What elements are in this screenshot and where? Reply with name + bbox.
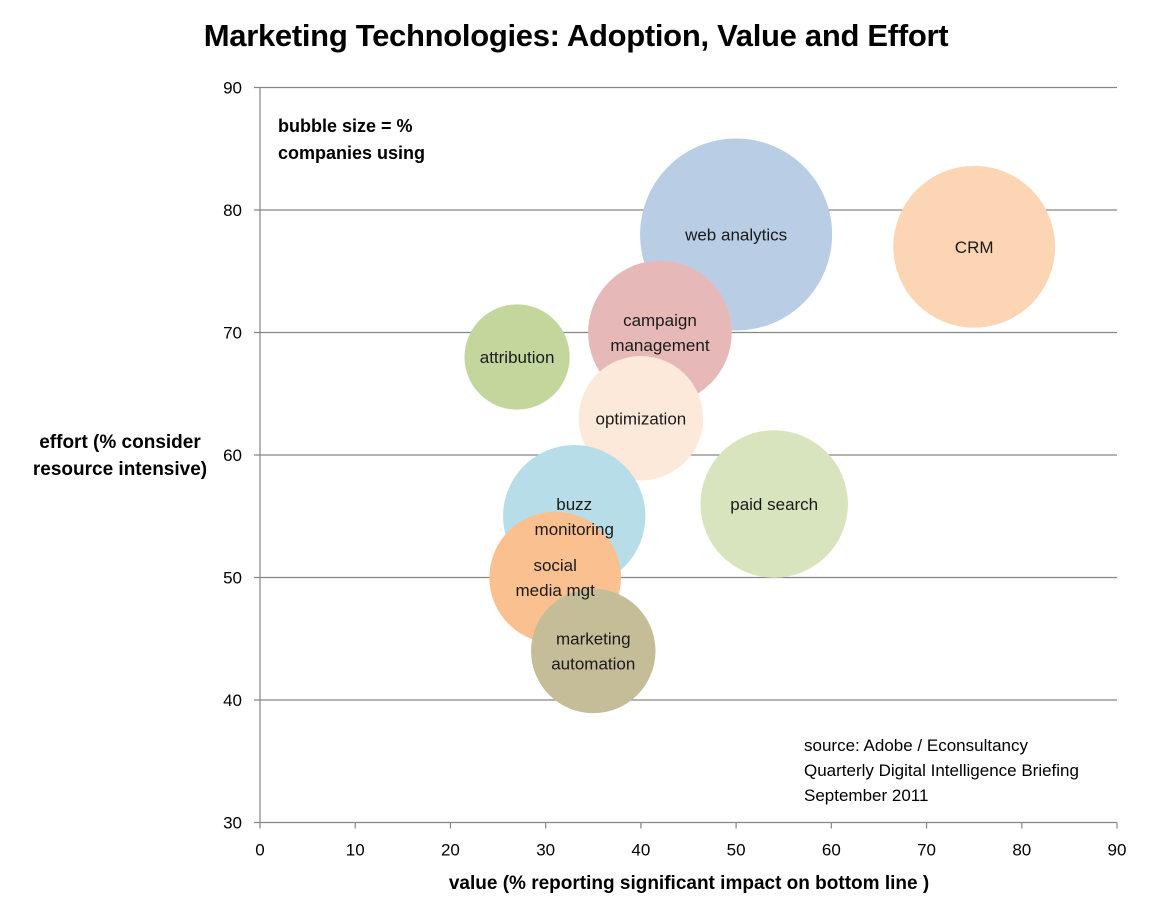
bubble-labels: web analytics CRM campaign management attrib… bbox=[480, 226, 994, 674]
y-tick-label: 90 bbox=[223, 79, 242, 98]
bubble-label: marketing bbox=[556, 630, 631, 649]
x-tick-label: 80 bbox=[1012, 841, 1031, 860]
bubble-crm bbox=[893, 165, 1056, 328]
source-line: Quarterly Digital Intelligence Briefing bbox=[804, 761, 1079, 780]
size-note-line: bubble size = % bbox=[278, 116, 413, 136]
y-axis-title: effort (% consider resource intensive) bbox=[33, 432, 207, 480]
x-tick-label: 60 bbox=[822, 841, 841, 860]
bubble-attribution bbox=[464, 304, 570, 410]
bubble-label: campaign bbox=[623, 311, 697, 330]
bubble-label: attribution bbox=[480, 348, 555, 367]
bubble-label: automation bbox=[551, 655, 635, 674]
x-tick-label: 40 bbox=[631, 841, 650, 860]
y-tick-label: 40 bbox=[223, 691, 242, 710]
axes bbox=[259, 87, 1118, 829]
y-title-line: effort (% consider bbox=[39, 432, 201, 453]
bubble-label: media mgt bbox=[516, 581, 596, 600]
source-line: September 2011 bbox=[804, 786, 928, 805]
bubble-paid-search bbox=[700, 430, 848, 578]
bubble-label: paid search bbox=[730, 495, 818, 514]
bubble-label: social bbox=[533, 556, 576, 575]
size-note-line: companies using bbox=[278, 143, 425, 163]
bubble-size-note: bubble size = % companies using bbox=[278, 116, 425, 163]
bubble-label: buzz bbox=[556, 495, 592, 514]
source-line: source: Adobe / Econsultancy bbox=[804, 736, 1028, 755]
x-tick-label: 0 bbox=[255, 841, 264, 860]
bubbles bbox=[464, 138, 1056, 714]
bubble-marketing-automation bbox=[531, 588, 656, 714]
y-tick-label: 80 bbox=[223, 201, 242, 220]
x-tick-label: 70 bbox=[917, 841, 936, 860]
bubble-label: web analytics bbox=[684, 226, 787, 245]
y-tick-label: 60 bbox=[223, 446, 242, 465]
bubble-label: monitoring bbox=[535, 520, 614, 539]
x-tick-label: 10 bbox=[346, 841, 365, 860]
source-note: source: Adobe / Econsultancy Quarterly Di… bbox=[804, 736, 1079, 805]
x-tick-label: 20 bbox=[441, 841, 460, 860]
bubble-label: management bbox=[610, 336, 710, 355]
bubble-label: optimization bbox=[596, 409, 687, 428]
tick-labels: 30 40 50 60 70 80 90 0 10 20 30 40 50 60 70 80 90 bbox=[223, 79, 1126, 860]
chart-title: Marketing Technologies: Adoption, Value … bbox=[203, 18, 949, 53]
x-tick-label: 50 bbox=[727, 841, 746, 860]
x-tick-label: 90 bbox=[1108, 841, 1127, 860]
y-tick-label: 50 bbox=[223, 569, 242, 588]
y-tick-label: 70 bbox=[223, 324, 242, 343]
y-title-line: resource intensive) bbox=[33, 459, 207, 480]
bubble-optimization bbox=[578, 356, 704, 481]
x-axis-title: value (% reporting significant impact on… bbox=[449, 873, 929, 894]
y-tick-label: 30 bbox=[223, 814, 242, 833]
x-tick-label: 30 bbox=[536, 841, 555, 860]
bubble-label: CRM bbox=[955, 238, 994, 257]
